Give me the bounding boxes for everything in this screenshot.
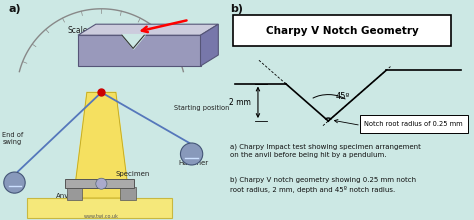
Circle shape [96,178,107,189]
Text: Hammer: Hammer [178,160,209,166]
FancyBboxPatch shape [233,15,451,46]
Text: a): a) [9,4,21,14]
Polygon shape [201,24,219,66]
Text: Specimen: Specimen [116,171,150,177]
Polygon shape [78,35,201,66]
Text: Scale: Scale [68,26,88,35]
FancyBboxPatch shape [64,179,134,188]
Polygon shape [73,92,129,198]
Text: Charpy V Notch Geometry: Charpy V Notch Geometry [266,26,419,36]
Circle shape [181,143,203,165]
Circle shape [4,172,25,193]
FancyBboxPatch shape [67,187,82,200]
Text: www.twi.co.uk: www.twi.co.uk [84,214,119,219]
Text: b): b) [230,4,243,14]
Text: 2 mm: 2 mm [229,98,251,107]
Text: End of
swing: End of swing [2,132,24,145]
FancyBboxPatch shape [120,187,136,200]
Text: Notch root radius of 0.25 mm: Notch root radius of 0.25 mm [365,121,463,127]
Text: 45º: 45º [336,92,350,101]
Text: a) Charpy Impact test showing specimen arrangement
on the anvil before being hit: a) Charpy Impact test showing specimen a… [230,143,421,158]
Text: b) Charpy V notch geometry showing 0.25 mm notch
root radius, 2 mm, depth and 45: b) Charpy V notch geometry showing 0.25 … [230,176,417,192]
Polygon shape [78,24,219,35]
Text: Starting position: Starting position [174,105,229,111]
FancyBboxPatch shape [360,116,468,133]
Text: Anvil: Anvil [56,193,73,199]
FancyBboxPatch shape [27,198,172,218]
